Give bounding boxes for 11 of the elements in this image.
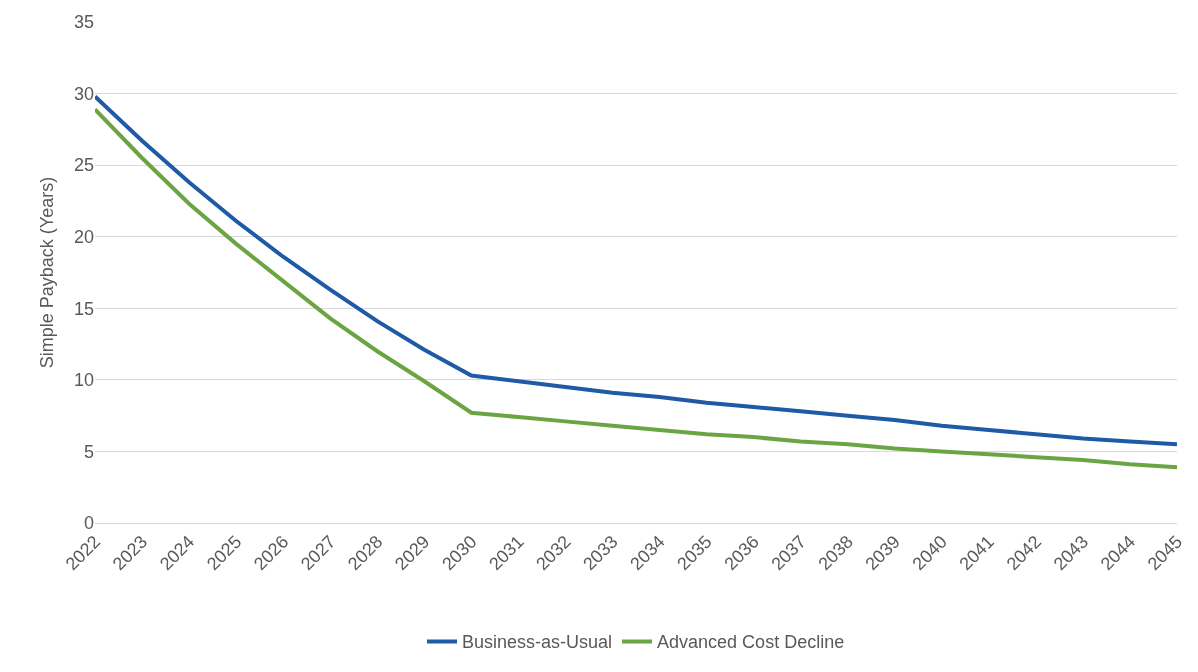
y-axis-title: Simple Payback (Years) <box>37 176 58 369</box>
y-tick-label: 15 <box>73 298 94 319</box>
y-tick-label: 25 <box>73 155 94 176</box>
y-tick-label: 20 <box>73 227 94 248</box>
y-tick-label: 35 <box>73 12 94 33</box>
y-tick-label: 30 <box>73 83 94 104</box>
legend-label: Business-as-Usual <box>462 632 613 653</box>
legend-label: Advanced Cost Decline <box>657 632 845 653</box>
y-tick-label: 5 <box>83 441 94 462</box>
y-tick-label: 0 <box>83 513 94 534</box>
y-tick-label: 10 <box>73 370 94 391</box>
